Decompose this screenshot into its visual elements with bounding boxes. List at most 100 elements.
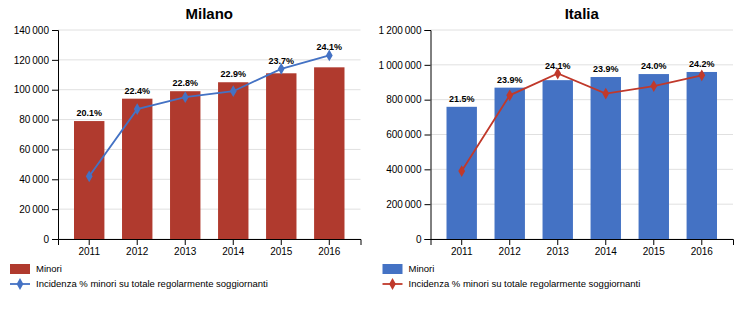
legend-label: Incidenza % minori su totale regolarment… [409, 278, 641, 289]
annotation: 24.1% [317, 42, 343, 52]
bar [495, 88, 525, 239]
tick-label: 20 000 [19, 204, 49, 215]
tick: 2015 [643, 239, 666, 257]
bar [687, 72, 717, 239]
bar [218, 82, 248, 239]
y-axis: 020 00040 00060 00080 000100 000120 0001… [14, 25, 59, 245]
bar [314, 67, 344, 239]
tick: 120 000 [14, 55, 58, 66]
tick-mark [425, 169, 431, 170]
tick-mark [89, 239, 90, 245]
line-series [458, 68, 705, 177]
tick-mark [461, 239, 462, 245]
chart-canvas: 020 00040 00060 00080 000100 000120 0001… [0, 0, 745, 309]
tick: 2015 [270, 239, 293, 257]
tick: 2013 [174, 239, 197, 257]
plot-area: 0200 000400 000600 000800 0001 000 0001 … [379, 25, 734, 257]
grid-line [58, 30, 361, 31]
annotations: 20.1%22.4%22.8%22.9%23.7%24.1% [76, 42, 342, 118]
tick-label: 800 000 [386, 94, 422, 105]
axis-domain [59, 240, 362, 246]
tick: 0 [416, 234, 431, 245]
legend-marker [17, 278, 24, 290]
tick-label: 2011 [78, 246, 100, 257]
tick-mark [605, 239, 606, 245]
tick: 2014 [595, 239, 618, 257]
legend: Minori Incidenza % minori su totale regol… [10, 263, 268, 290]
marker [602, 88, 609, 100]
legend-label: Minori [409, 263, 435, 274]
tick-label: 1 200 000 [379, 25, 422, 36]
annotation: 24.1% [545, 61, 571, 71]
tick: 2014 [222, 239, 245, 257]
tick-mark [137, 239, 138, 245]
grid-line [431, 30, 734, 31]
tick: 2013 [547, 239, 570, 257]
line [89, 55, 329, 176]
legend: Minori Incidenza % minori su totale regol… [383, 263, 641, 290]
grid-line [431, 64, 734, 65]
annotation: 23.9% [593, 64, 619, 74]
tick-mark [52, 90, 58, 91]
tick-mark [52, 120, 58, 121]
tick: 2016 [318, 239, 341, 257]
title: Italia [565, 5, 600, 22]
tick-mark [425, 239, 431, 240]
tick-label: 2016 [691, 246, 714, 257]
bar [266, 73, 296, 239]
marker [458, 165, 465, 177]
bar [170, 91, 200, 239]
legend-label: Minori [36, 263, 62, 274]
tick-mark [52, 179, 58, 180]
marks [447, 68, 717, 239]
legend-marker [389, 278, 396, 290]
line-series [86, 49, 333, 182]
grid [58, 30, 361, 239]
legend-entry: Minori [383, 263, 435, 274]
annotations: 21.5%23.9%24.1%23.9%24.0%24.2% [449, 59, 715, 104]
tick-mark [52, 209, 58, 210]
tick-mark [52, 30, 58, 31]
tick-label: 120 000 [14, 55, 50, 66]
tick-mark [425, 65, 431, 66]
bar [122, 99, 152, 239]
grid [431, 30, 734, 239]
bar-series [74, 67, 344, 239]
bar [447, 107, 477, 239]
bar [74, 121, 104, 239]
tick-mark [425, 30, 431, 31]
tick: 2016 [691, 239, 714, 257]
tick-mark [425, 204, 431, 205]
panel: 0200 000400 000600 000800 0001 000 0001 … [379, 5, 734, 290]
tick-label: 2016 [318, 246, 341, 257]
tick: 1 000 000 [379, 60, 431, 71]
tick-label: 0 [43, 234, 49, 245]
tick: 400 000 [386, 164, 430, 175]
tick-mark [52, 239, 58, 240]
bar [543, 80, 573, 239]
tick-mark [653, 239, 654, 245]
tick-mark [425, 135, 431, 136]
tick: 600 000 [386, 129, 430, 140]
tick: 2012 [499, 239, 522, 257]
tick: 100 000 [14, 84, 58, 95]
tick-mark [557, 239, 558, 245]
tick: 2011 [78, 239, 100, 257]
title: Milano [186, 5, 234, 22]
annotation: 20.1% [76, 108, 102, 118]
legend-label: Incidenza % minori su totale regolarment… [36, 278, 268, 289]
tick-label: 2015 [643, 246, 666, 257]
tick: 2011 [451, 239, 473, 257]
axis-domain [431, 240, 734, 246]
tick-mark [425, 100, 431, 101]
tick-label: 2014 [595, 246, 618, 257]
tick: 60 000 [19, 144, 58, 155]
tick-label: 60 000 [19, 144, 49, 155]
tick: 40 000 [19, 174, 58, 185]
tick-label: 0 [416, 234, 422, 245]
tick-label: 140 000 [14, 25, 50, 36]
tick: 2012 [126, 239, 149, 257]
legend-swatch [10, 264, 30, 274]
annotation: 24.0% [641, 61, 667, 71]
tick-label: 2015 [270, 246, 293, 257]
